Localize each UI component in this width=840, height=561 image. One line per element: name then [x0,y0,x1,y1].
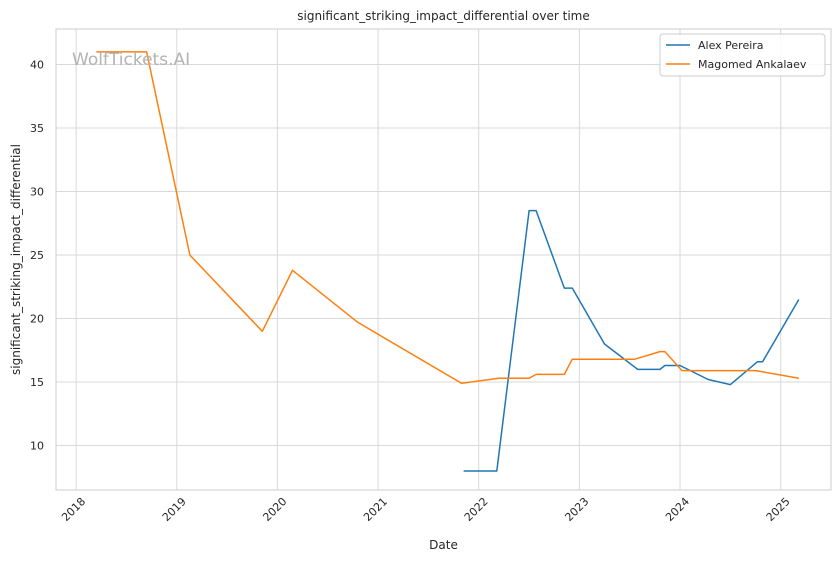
legend-label-magomed-ankalaev: Magomed Ankalaev [698,58,807,71]
y-tick-label: 25 [30,249,44,262]
y-tick-label: 35 [30,122,44,135]
x-tick-label: 2020 [260,495,289,524]
y-tick-label: 10 [30,440,44,453]
legend-box [659,33,826,77]
series-line-alex-pereira [463,209,800,472]
legend-label-alex-pereira: Alex Pereira [698,39,764,52]
chart-title: significant_striking_impact_differential… [297,9,589,23]
x-tick-label: 2022 [462,495,491,524]
x-tick-label: 2025 [764,495,793,524]
watermark: WolfTickets.AI [72,50,190,70]
legend: Alex Pereira Magomed Ankalaev [659,33,826,77]
y-tick-label: 15 [30,376,44,389]
series-lines [96,51,800,472]
x-tick-label: 2021 [361,495,390,524]
y-tick-label: 40 [30,59,44,72]
x-tick-label: 2019 [160,495,189,524]
x-tick-label: 2023 [562,495,591,524]
y-tick-label: 20 [30,313,44,326]
plot-area [55,28,832,491]
x-tick-label: 2024 [663,495,692,524]
series-line-magomed-ankalaev [96,51,799,385]
y-tick-label: 30 [30,186,44,199]
x-axis-label: Date [429,538,458,552]
x-tick-label: 2018 [59,495,88,524]
y-axis-label: significant_striking_impact_differential [9,144,23,375]
grid [56,29,831,490]
